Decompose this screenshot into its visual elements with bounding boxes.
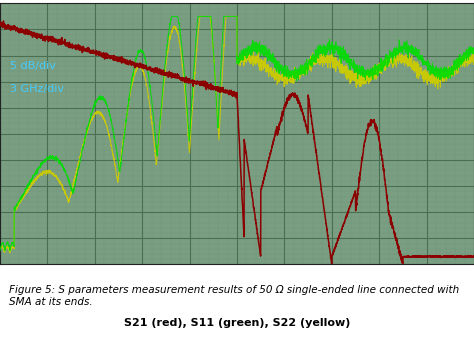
Text: S21 (red), S11 (green), S22 (yellow): S21 (red), S11 (green), S22 (yellow)	[124, 318, 350, 328]
Text: 3 GHz/div: 3 GHz/div	[10, 84, 64, 94]
Text: Figure 5: S parameters measurement results of 50 Ω single-ended line connected w: Figure 5: S parameters measurement resul…	[9, 285, 460, 307]
Text: 5 dB/div: 5 dB/div	[10, 61, 56, 71]
